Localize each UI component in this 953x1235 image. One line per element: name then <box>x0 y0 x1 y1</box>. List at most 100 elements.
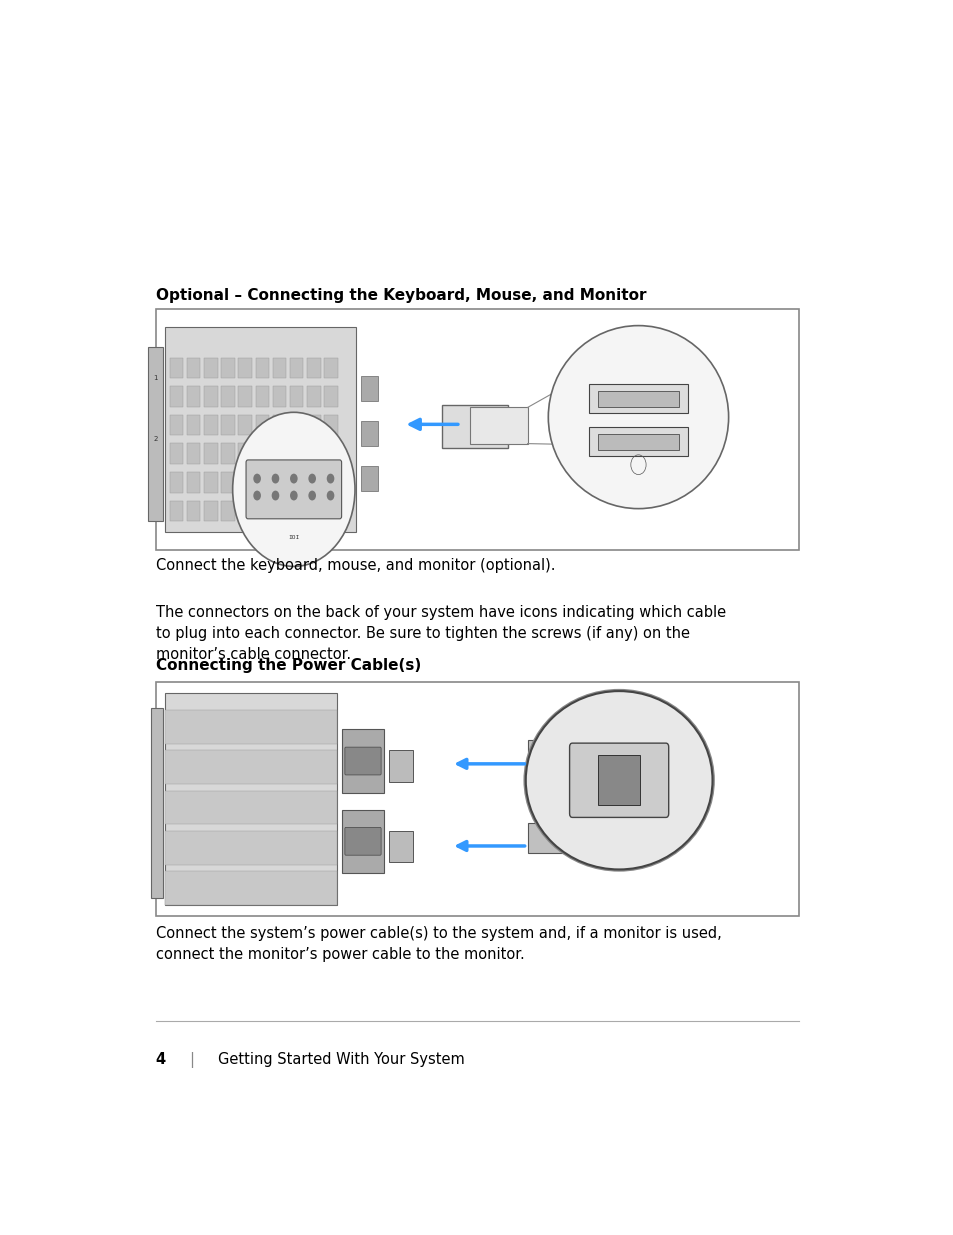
FancyBboxPatch shape <box>238 387 252 406</box>
FancyBboxPatch shape <box>344 747 380 774</box>
FancyBboxPatch shape <box>170 472 183 493</box>
FancyBboxPatch shape <box>290 472 303 493</box>
FancyBboxPatch shape <box>255 387 269 406</box>
FancyBboxPatch shape <box>290 357 303 378</box>
Ellipse shape <box>523 689 714 872</box>
FancyBboxPatch shape <box>307 387 320 406</box>
FancyBboxPatch shape <box>221 443 234 464</box>
FancyBboxPatch shape <box>221 472 234 493</box>
Text: 4: 4 <box>155 1052 166 1067</box>
FancyBboxPatch shape <box>238 357 252 378</box>
FancyBboxPatch shape <box>246 459 341 519</box>
Text: Connecting the Power Cable(s): Connecting the Power Cable(s) <box>155 658 420 673</box>
FancyBboxPatch shape <box>441 405 508 448</box>
FancyBboxPatch shape <box>204 472 217 493</box>
FancyBboxPatch shape <box>221 387 234 406</box>
FancyBboxPatch shape <box>151 708 163 898</box>
Text: IOI: IOI <box>288 535 299 540</box>
FancyBboxPatch shape <box>307 472 320 493</box>
FancyBboxPatch shape <box>527 823 575 853</box>
FancyBboxPatch shape <box>273 472 286 493</box>
Text: |: | <box>189 1052 193 1068</box>
FancyBboxPatch shape <box>155 682 799 916</box>
Ellipse shape <box>233 412 355 567</box>
FancyBboxPatch shape <box>527 741 575 771</box>
FancyBboxPatch shape <box>324 415 337 435</box>
Circle shape <box>290 490 297 500</box>
FancyBboxPatch shape <box>255 415 269 435</box>
FancyBboxPatch shape <box>341 810 384 873</box>
FancyBboxPatch shape <box>360 375 377 400</box>
FancyBboxPatch shape <box>165 710 336 745</box>
FancyBboxPatch shape <box>307 357 320 378</box>
FancyBboxPatch shape <box>598 390 679 406</box>
Ellipse shape <box>525 692 712 869</box>
FancyBboxPatch shape <box>324 501 337 521</box>
FancyBboxPatch shape <box>221 415 234 435</box>
FancyBboxPatch shape <box>255 501 269 521</box>
FancyBboxPatch shape <box>290 415 303 435</box>
FancyBboxPatch shape <box>307 501 320 521</box>
FancyBboxPatch shape <box>204 357 217 378</box>
Circle shape <box>326 490 334 500</box>
FancyBboxPatch shape <box>204 387 217 406</box>
Text: Connect the keyboard, mouse, and monitor (optional).: Connect the keyboard, mouse, and monitor… <box>155 558 555 573</box>
FancyBboxPatch shape <box>324 443 337 464</box>
FancyBboxPatch shape <box>588 384 687 412</box>
FancyBboxPatch shape <box>165 871 336 904</box>
FancyBboxPatch shape <box>165 694 336 904</box>
FancyBboxPatch shape <box>165 790 336 825</box>
Circle shape <box>272 490 279 500</box>
FancyBboxPatch shape <box>389 751 413 782</box>
FancyBboxPatch shape <box>170 357 183 378</box>
FancyBboxPatch shape <box>255 472 269 493</box>
FancyBboxPatch shape <box>170 387 183 406</box>
FancyBboxPatch shape <box>204 415 217 435</box>
FancyBboxPatch shape <box>187 472 200 493</box>
FancyBboxPatch shape <box>324 387 337 406</box>
FancyBboxPatch shape <box>389 831 413 862</box>
Text: Connect the system’s power cable(s) to the system and, if a monitor is used,
con: Connect the system’s power cable(s) to t… <box>155 926 720 962</box>
FancyBboxPatch shape <box>170 443 183 464</box>
FancyBboxPatch shape <box>238 415 252 435</box>
Circle shape <box>326 474 334 484</box>
Text: Getting Started With Your System: Getting Started With Your System <box>217 1052 464 1067</box>
FancyBboxPatch shape <box>273 387 286 406</box>
FancyBboxPatch shape <box>170 501 183 521</box>
FancyBboxPatch shape <box>187 443 200 464</box>
FancyBboxPatch shape <box>360 466 377 490</box>
FancyBboxPatch shape <box>341 730 384 793</box>
FancyBboxPatch shape <box>238 472 252 493</box>
FancyBboxPatch shape <box>273 357 286 378</box>
Text: 1: 1 <box>153 375 157 380</box>
FancyBboxPatch shape <box>324 472 337 493</box>
Circle shape <box>253 490 261 500</box>
FancyBboxPatch shape <box>273 443 286 464</box>
FancyBboxPatch shape <box>273 501 286 521</box>
FancyBboxPatch shape <box>344 827 380 855</box>
Circle shape <box>308 474 315 484</box>
FancyBboxPatch shape <box>221 501 234 521</box>
FancyBboxPatch shape <box>598 435 679 450</box>
FancyBboxPatch shape <box>569 743 668 818</box>
FancyBboxPatch shape <box>155 309 799 550</box>
Circle shape <box>290 474 297 484</box>
FancyBboxPatch shape <box>255 357 269 378</box>
FancyBboxPatch shape <box>204 501 217 521</box>
Circle shape <box>253 474 261 484</box>
Text: Optional – Connecting the Keyboard, Mouse, and Monitor: Optional – Connecting the Keyboard, Mous… <box>155 288 645 303</box>
FancyBboxPatch shape <box>148 347 163 521</box>
FancyBboxPatch shape <box>204 443 217 464</box>
Circle shape <box>308 490 315 500</box>
FancyBboxPatch shape <box>221 357 234 378</box>
FancyBboxPatch shape <box>598 755 639 805</box>
FancyBboxPatch shape <box>187 357 200 378</box>
Ellipse shape <box>548 326 728 509</box>
FancyBboxPatch shape <box>470 408 527 443</box>
FancyBboxPatch shape <box>273 415 286 435</box>
FancyBboxPatch shape <box>165 751 336 784</box>
FancyBboxPatch shape <box>187 387 200 406</box>
FancyBboxPatch shape <box>290 387 303 406</box>
FancyBboxPatch shape <box>588 427 687 456</box>
FancyBboxPatch shape <box>187 415 200 435</box>
